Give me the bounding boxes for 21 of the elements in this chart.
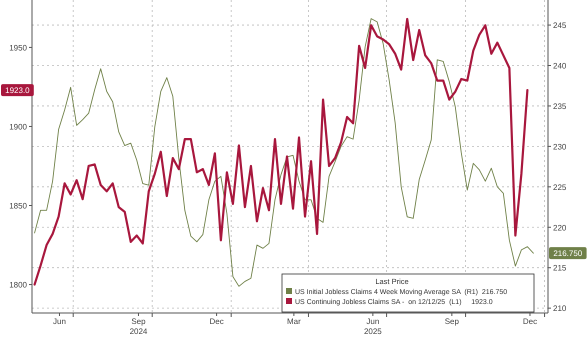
y2-tick-label: 210 xyxy=(553,304,567,314)
y2-tick-label: 220 xyxy=(553,223,567,232)
y2-tick-label: 245 xyxy=(553,21,567,30)
y2-tick-label: 240 xyxy=(553,62,567,71)
x-tick-label: Dec xyxy=(522,317,538,326)
last-value-tag: 1923.0 xyxy=(1,84,34,96)
y2-tick-label: 235 xyxy=(553,102,567,111)
x-tick-label: Mar xyxy=(286,317,302,326)
y-tick-label: 1900 xyxy=(9,122,28,132)
x-tick-label: Jun 2025 xyxy=(364,317,382,336)
last-value-tag: 216.750 xyxy=(549,247,587,260)
y2-tick-label: 225 xyxy=(553,182,567,192)
y2-tick-label: 230 xyxy=(553,142,567,152)
x-tick-label: Jun xyxy=(53,317,66,326)
y2-tick-label: 215 xyxy=(553,264,567,273)
x-tick-label: Sep 2024 xyxy=(130,317,148,336)
y-tick-label: 1950 xyxy=(9,43,28,52)
y-tick-label: 1850 xyxy=(9,202,28,211)
x-tick-label: Dec xyxy=(209,317,224,326)
y-tick-label: 1800 xyxy=(9,280,28,290)
x-tick-label: Sep xyxy=(444,317,460,326)
